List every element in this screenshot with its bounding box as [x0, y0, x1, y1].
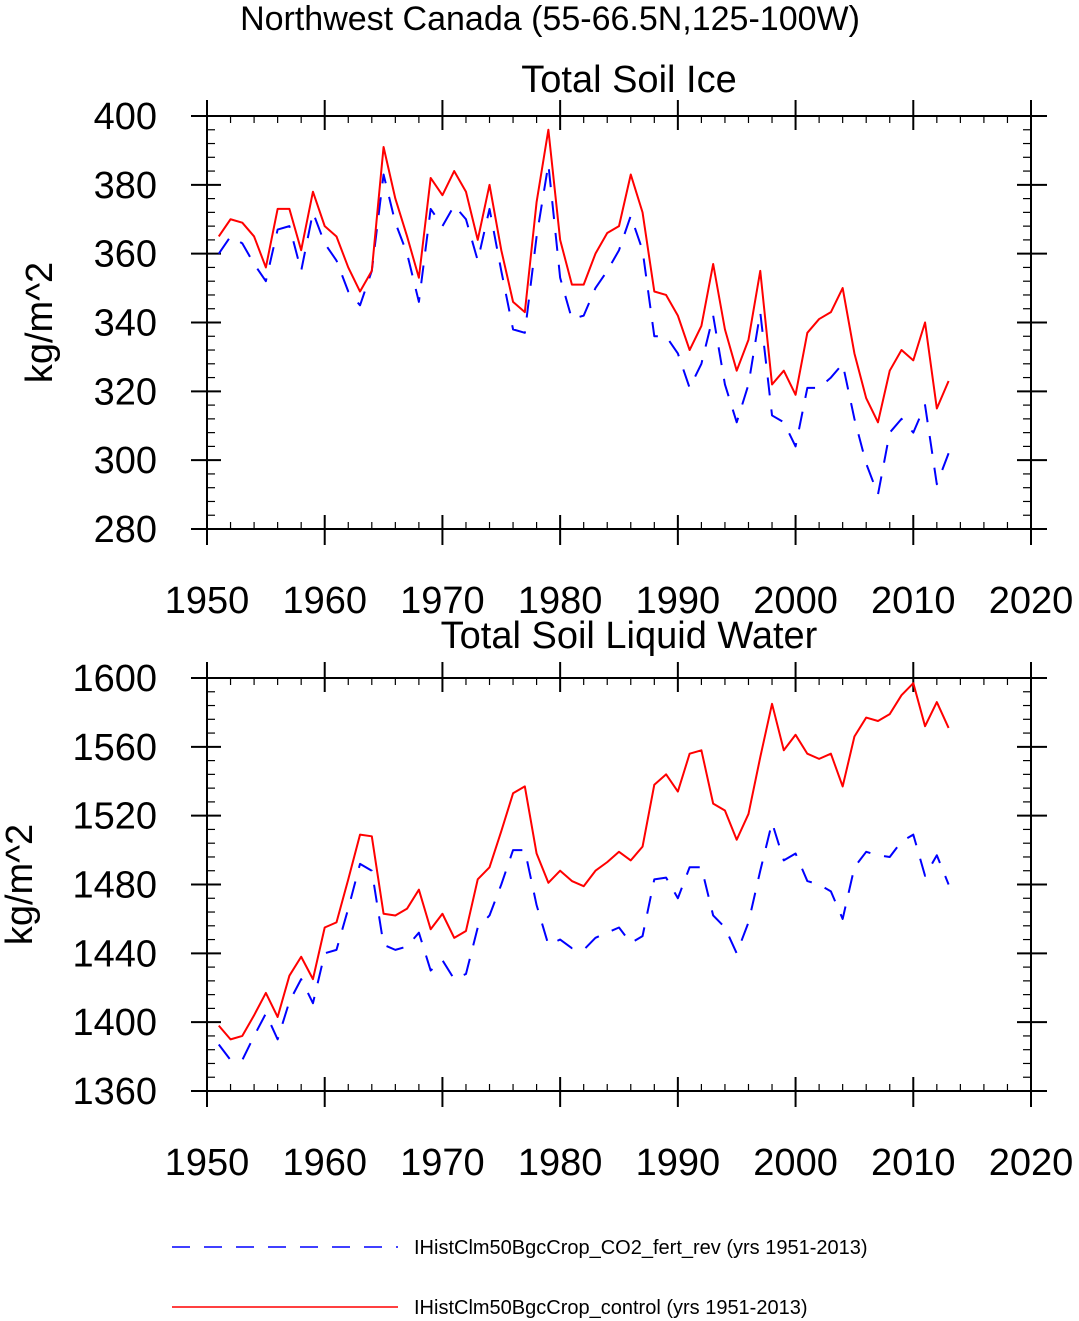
x-tick-label-1950: 1950 [165, 580, 250, 622]
y-tick-label-1480: 1480 [72, 865, 157, 907]
y-axis-label: kg/m^2 [19, 262, 61, 383]
series-line-ihistclm50bgccrop-control-yrs-1951-2013 [217, 128, 950, 424]
series-line-ihistclm50bgccrop-co2-fert-rev-yrs-1951-2013 [217, 163, 950, 496]
chart-total-soil-ice: Total Soil Ice kg/m^2 1950 1960 1970 1980 1990… [19, 59, 1073, 622]
x-tick-label-1970: 1970 [400, 1142, 485, 1184]
x-tick-label-1980: 1980 [518, 580, 603, 622]
x-tick-label-1980: 1980 [518, 1142, 603, 1184]
x-tick-label-1960: 1960 [282, 580, 367, 622]
x-tick-label-2010: 2010 [871, 580, 956, 622]
series-line-ihistclm50bgccrop-co2-fert-rev-yrs-1951-2013 [217, 821, 950, 1062]
y-axis-label: kg/m^2 [0, 824, 41, 945]
y-tick-label-1600: 1600 [72, 658, 157, 700]
chart-title: Total Soil Ice [521, 59, 736, 101]
x-tick-label-2020: 2020 [989, 1142, 1074, 1184]
x-tick-label-1960: 1960 [282, 1142, 367, 1184]
chart-total-soil-liquid-water: Total Soil Liquid Water kg/m^2 1950 1960 197… [0, 615, 1073, 1184]
y-tick-label-320: 320 [94, 371, 157, 413]
legend-item-co2-fert-rev: IHistClm50BgcCrop_CO2_fert_rev (yrs 1951… [172, 1237, 868, 1259]
plot-frame [206, 677, 1032, 1092]
y-tick-label-1520: 1520 [72, 796, 157, 838]
minor-ticks [206, 677, 1032, 1092]
x-tick-label-1970: 1970 [400, 580, 485, 622]
y-tick-label-360: 360 [94, 234, 157, 276]
legend: IHistClm50BgcCrop_CO2_fert_rev (yrs 1951… [172, 1237, 868, 1319]
x-tick-label-2020: 2020 [989, 580, 1074, 622]
x-tick-label-2000: 2000 [753, 1142, 838, 1184]
x-tick-label-1990: 1990 [636, 1142, 721, 1184]
y-tick-label-300: 300 [94, 440, 157, 482]
x-tick-label-1990: 1990 [636, 580, 721, 622]
chart-title: Total Soil Liquid Water [441, 615, 818, 657]
minor-ticks [206, 115, 1032, 530]
y-tick-label-280: 280 [94, 509, 157, 551]
legend-label-control: IHistClm50BgcCrop_control (yrs 1951-2013… [414, 1297, 808, 1319]
legend-item-control: IHistClm50BgcCrop_control (yrs 1951-2013… [172, 1297, 808, 1319]
series-line-ihistclm50bgccrop-control-yrs-1951-2013 [218, 682, 950, 1041]
y-tick-label-1440: 1440 [72, 933, 157, 975]
x-tick-label-2000: 2000 [753, 580, 838, 622]
y-tick-label-340: 340 [94, 303, 157, 345]
x-tick-label-1950: 1950 [165, 1142, 250, 1184]
y-tick-label-1360: 1360 [72, 1071, 157, 1113]
legend-label-co2-fert-rev: IHistClm50BgcCrop_CO2_fert_rev (yrs 1951… [414, 1237, 868, 1259]
y-tick-label-1560: 1560 [72, 727, 157, 769]
y-tick-label-380: 380 [94, 165, 157, 207]
y-tick-label-1400: 1400 [72, 1002, 157, 1044]
x-tick-label-2010: 2010 [871, 1142, 956, 1184]
figure-title: Northwest Canada (55-66.5N,125-100W) [240, 0, 860, 38]
plot-frame [206, 115, 1032, 530]
y-tick-label-400: 400 [94, 96, 157, 138]
